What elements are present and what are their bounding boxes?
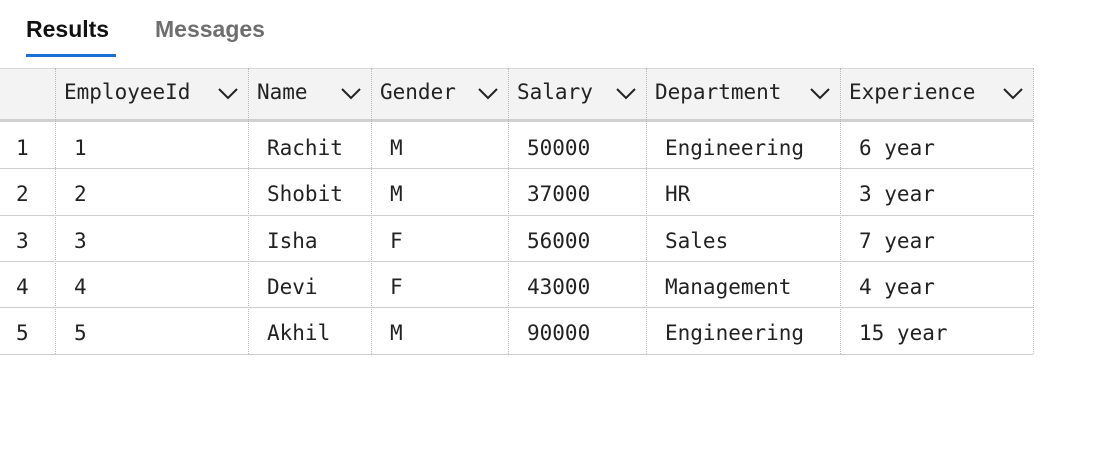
- cell[interactable]: 3: [74, 228, 87, 253]
- cell[interactable]: 15 year: [859, 321, 948, 346]
- cell[interactable]: 56000: [527, 228, 591, 253]
- row-number: 2: [16, 182, 29, 207]
- row-divider: [0, 168, 1033, 170]
- grid-header: [0, 68, 1033, 120]
- cell[interactable]: HR: [665, 182, 691, 207]
- row-number: 1: [16, 136, 29, 160]
- cell[interactable]: M: [390, 136, 403, 160]
- cell[interactable]: M: [390, 182, 403, 207]
- column-header[interactable]: Experience: [849, 80, 976, 104]
- column-header[interactable]: Name: [257, 80, 308, 104]
- cell[interactable]: F: [390, 228, 403, 253]
- cell[interactable]: 4: [74, 274, 87, 299]
- row-divider: [0, 260, 1033, 262]
- column-divider: [55, 68, 56, 354]
- column-header[interactable]: Gender: [380, 80, 456, 104]
- row-number: 4: [16, 274, 29, 299]
- sort-chevron[interactable]: [809, 86, 831, 100]
- cell[interactable]: 43000: [527, 274, 591, 299]
- column-divider: [1033, 68, 1034, 354]
- sort-chevron[interactable]: [217, 86, 239, 100]
- cell[interactable]: Rachit: [267, 136, 343, 160]
- tab[interactable]: Messages: [155, 16, 265, 42]
- cell[interactable]: Shobit: [267, 182, 343, 207]
- cell[interactable]: Akhil: [267, 321, 331, 346]
- cell[interactable]: 5: [74, 321, 87, 346]
- sort-chevron[interactable]: [1002, 86, 1024, 100]
- header-rule: [0, 119, 1033, 122]
- cell[interactable]: Devi: [267, 274, 318, 299]
- cell[interactable]: Isha: [267, 228, 318, 253]
- column-divider: [508, 68, 509, 354]
- sort-chevron[interactable]: [615, 86, 637, 100]
- cell[interactable]: 2: [74, 182, 87, 207]
- cell[interactable]: 37000: [527, 182, 591, 207]
- cell[interactable]: 50000: [527, 136, 591, 160]
- cell[interactable]: 4 year: [859, 274, 935, 299]
- tab[interactable]: Results: [26, 16, 110, 42]
- cell[interactable]: Sales: [665, 228, 729, 253]
- cell[interactable]: 1: [74, 136, 87, 160]
- cell[interactable]: 90000: [527, 321, 591, 346]
- cell[interactable]: Engineering: [665, 321, 805, 346]
- column-divider: [840, 68, 841, 354]
- row-divider: [0, 214, 1033, 216]
- sort-chevron[interactable]: [477, 86, 499, 100]
- row-divider: [0, 307, 1033, 309]
- active-tab-indicator: [26, 54, 116, 57]
- row-number: 3: [16, 228, 29, 253]
- cell[interactable]: M: [390, 321, 403, 346]
- column-header[interactable]: Department: [655, 80, 782, 104]
- column-divider: [248, 68, 249, 354]
- column-header[interactable]: Salary: [517, 80, 593, 104]
- cell[interactable]: F: [390, 274, 403, 299]
- cell[interactable]: Engineering: [665, 136, 805, 160]
- row-number: 5: [16, 321, 29, 346]
- column-header[interactable]: EmployeeId: [64, 80, 191, 104]
- column-divider: [371, 68, 372, 354]
- cell[interactable]: 3 year: [859, 182, 935, 207]
- cell[interactable]: 7 year: [859, 228, 935, 253]
- sort-chevron[interactable]: [340, 86, 362, 100]
- cell[interactable]: Management: [665, 274, 792, 299]
- row-divider: [0, 353, 1033, 355]
- cell[interactable]: 6 year: [859, 136, 935, 160]
- column-divider: [646, 68, 647, 354]
